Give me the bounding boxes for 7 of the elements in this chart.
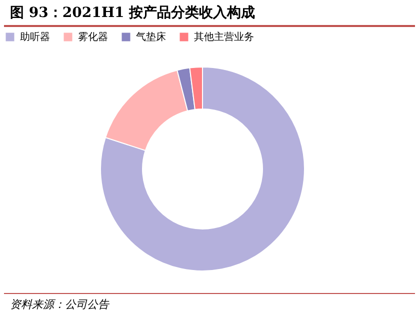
legend-label: 其他主营业务: [194, 31, 254, 43]
legend-label: 助听器: [20, 31, 50, 43]
legend-label: 气垫床: [136, 31, 166, 43]
text: 资料来源：公司公告: [4, 293, 415, 315]
chart-title: 图 93：2021H1 按产品分类收入构成: [4, 0, 415, 27]
legend-label: 雾化器: [78, 31, 108, 43]
donut-slice: [100, 66, 305, 272]
